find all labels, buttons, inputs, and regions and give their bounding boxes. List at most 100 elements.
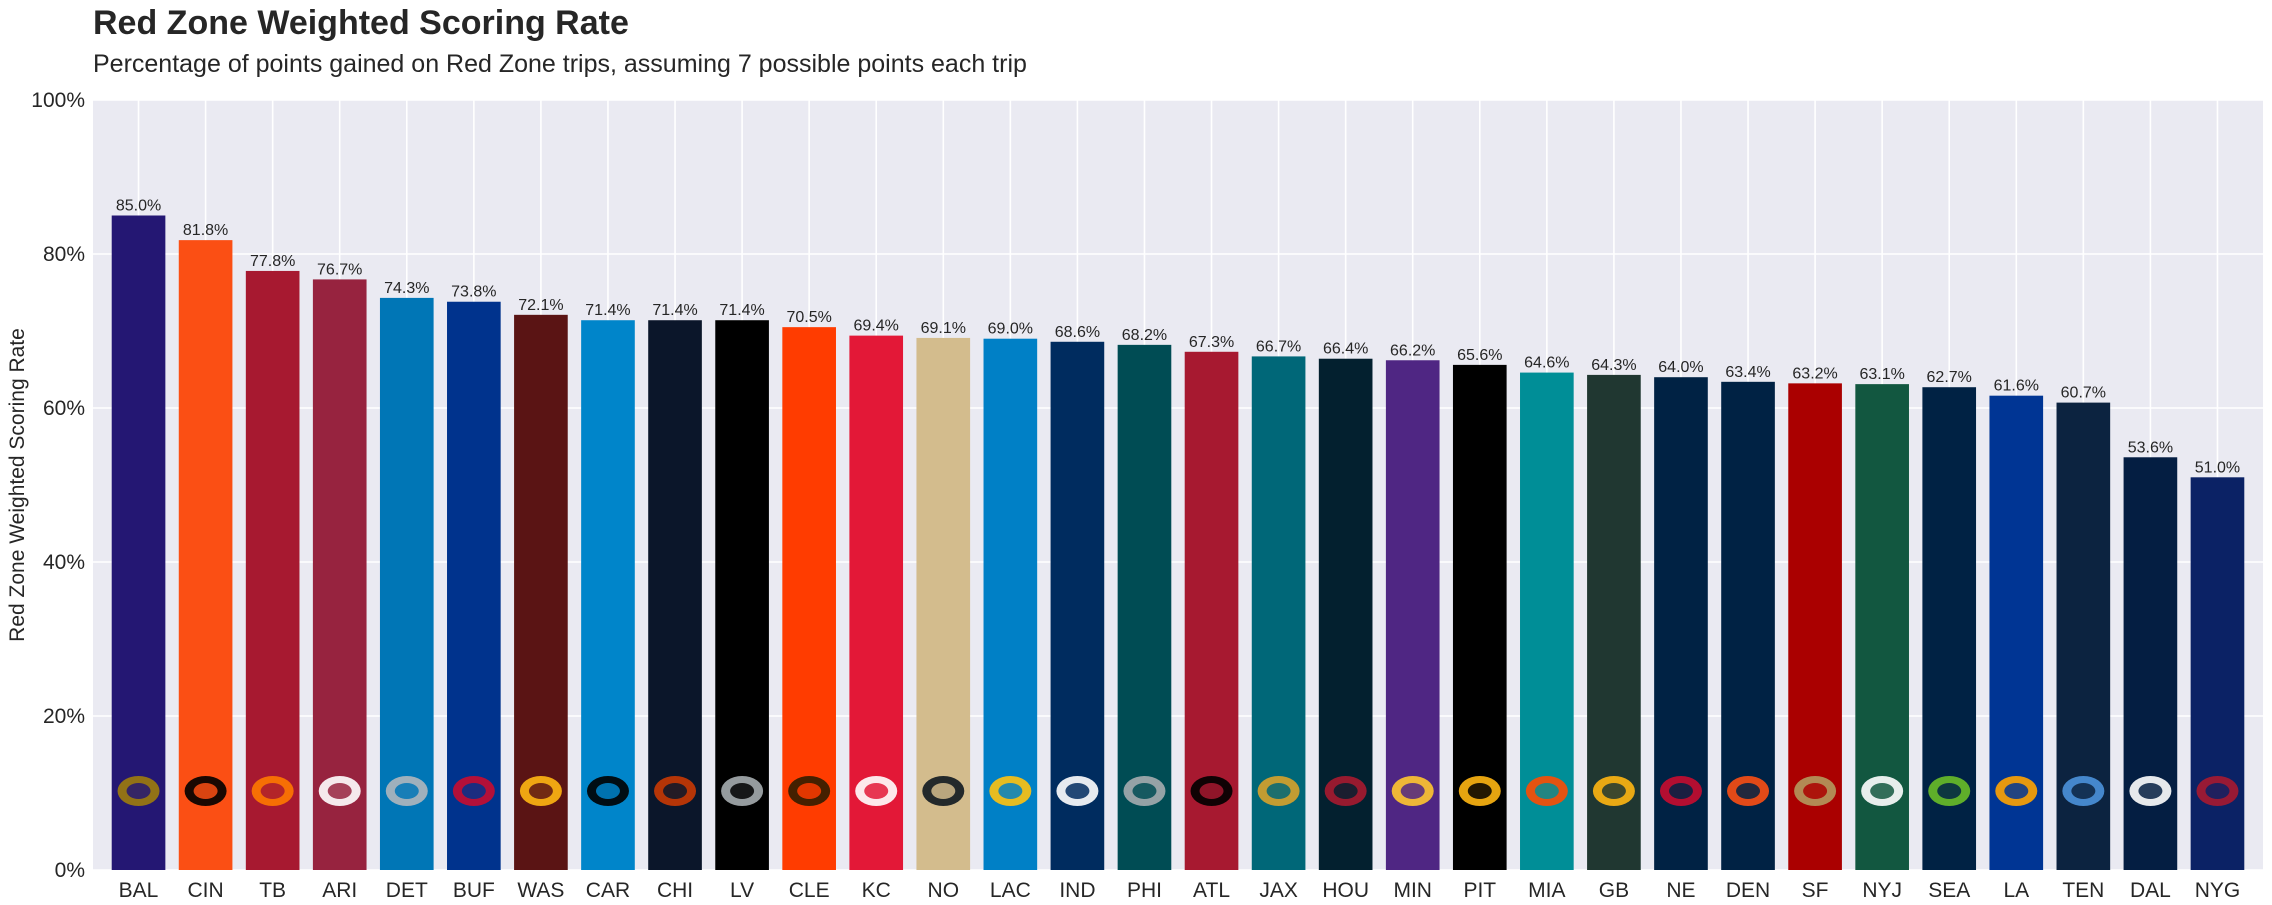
titans-logo-icon — [2062, 776, 2105, 806]
x-tick-label: ARI — [322, 879, 357, 902]
bar-value-label: 69.0% — [988, 321, 1033, 338]
y-tick-labels: 0% 20% 40% 60% 80% 100% — [31, 89, 85, 882]
bar-value-label: 74.3% — [384, 280, 429, 297]
y-axis-label: Red Zone Weighted Scoring Rate — [6, 328, 29, 642]
x-tick-label: LA — [2003, 879, 2029, 902]
lions-logo-icon — [385, 776, 428, 806]
giants-logo-icon — [2196, 776, 2239, 806]
jets-logo-icon — [1861, 776, 1904, 806]
jaguars-logo-icon — [1257, 776, 1300, 806]
x-tick-label: JAX — [1259, 879, 1298, 902]
bar-value-label: 66.4% — [1323, 341, 1368, 358]
bar-value-labels: 85.0% 81.8% 77.8% 76.7% 74.3% 73.8% 72.1% 71.4%… — [116, 198, 2240, 477]
falcons-logo-icon — [1190, 776, 1233, 806]
bar-value-label: 70.5% — [786, 309, 831, 326]
x-tick-label: KC — [862, 879, 891, 902]
chart-title: Red Zone Weighted Scoring Rate — [93, 4, 629, 42]
bar-tb — [245, 270, 300, 870]
chart-subtitle: Percentage of points gained on Red Zone … — [93, 50, 1027, 78]
bengals-logo-icon — [184, 776, 227, 806]
y-tick-label: 100% — [31, 89, 85, 112]
bar-det — [379, 297, 434, 870]
x-tick-label: LAC — [990, 879, 1031, 902]
bar-value-label: 53.6% — [2128, 439, 2173, 456]
vikings-logo-icon — [1391, 776, 1434, 806]
chiefs-logo-icon — [855, 776, 898, 806]
x-tick-label: BAL — [119, 879, 159, 902]
49ers-logo-icon — [1794, 776, 1837, 806]
x-tick-label: NYJ — [1862, 879, 1902, 902]
x-tick-label: IND — [1059, 879, 1095, 902]
y-tick-label: 40% — [43, 551, 85, 574]
bar-value-label: 66.7% — [1256, 338, 1301, 355]
bar-value-label: 64.0% — [1658, 359, 1703, 376]
y-tick-label: 20% — [43, 705, 85, 728]
broncos-logo-icon — [1727, 776, 1770, 806]
bar-value-label: 85.0% — [116, 198, 161, 215]
bar-value-label: 67.3% — [1189, 334, 1234, 351]
seahawks-logo-icon — [1928, 776, 1971, 806]
x-tick-label: ATL — [1193, 879, 1230, 902]
x-tick-label: TB — [259, 879, 286, 902]
steelers-logo-icon — [1458, 776, 1501, 806]
x-tick-label: PHI — [1127, 879, 1162, 902]
cardinals-logo-icon — [318, 776, 361, 806]
dolphins-logo-icon — [1525, 776, 1568, 806]
bar-value-label: 61.6% — [1994, 378, 2039, 395]
x-tick-label: HOU — [1322, 879, 1369, 902]
y-tick-label: 0% — [55, 859, 85, 882]
x-tick-label: MIN — [1393, 879, 1432, 902]
bar-value-label: 69.4% — [854, 318, 899, 335]
x-tick-label: NO — [928, 879, 960, 902]
bar-value-label: 63.4% — [1725, 364, 1770, 381]
bar-value-label: 69.1% — [921, 320, 966, 337]
bar-value-label: 77.8% — [250, 253, 295, 270]
bar-bal — [111, 215, 166, 870]
x-tick-label: CIN — [188, 879, 224, 902]
bars — [111, 215, 2245, 871]
bar-value-label: 71.4% — [585, 302, 630, 319]
bar-value-label: 62.7% — [1927, 369, 1972, 386]
packers-logo-icon — [1592, 776, 1635, 806]
commanders-logo-icon — [519, 776, 562, 806]
x-tick-label: DEN — [1726, 879, 1770, 902]
y-tick-label: 60% — [43, 397, 85, 420]
texans-logo-icon — [1324, 776, 1367, 806]
bar-value-label: 76.7% — [317, 261, 362, 278]
bar-dal — [2123, 457, 2178, 870]
team-logos — [117, 776, 2239, 806]
y-tick-label: 80% — [43, 243, 85, 266]
x-tick-label: DAL — [2130, 879, 2171, 902]
buccaneers-logo-icon — [251, 776, 294, 806]
x-tick-label: GB — [1599, 879, 1629, 902]
x-tick-label: MIA — [1528, 879, 1565, 902]
colts-logo-icon — [1056, 776, 1099, 806]
x-tick-label: CAR — [586, 879, 630, 902]
x-tick-label: NYG — [2195, 879, 2241, 902]
x-tick-label: CLE — [789, 879, 830, 902]
bar-ari — [312, 279, 367, 870]
ravens-logo-icon — [117, 776, 160, 806]
bar-value-label: 81.8% — [183, 222, 228, 239]
bar-value-label: 71.4% — [652, 302, 697, 319]
cowboys-logo-icon — [2129, 776, 2172, 806]
bar-value-label: 65.6% — [1457, 347, 1502, 364]
x-tick-label: LV — [730, 879, 754, 902]
bar-value-label: 64.3% — [1591, 357, 1636, 374]
raiders-logo-icon — [721, 776, 764, 806]
patriots-logo-icon — [1659, 776, 1702, 806]
bar-buf — [447, 301, 501, 870]
x-tick-label: SF — [1802, 879, 1829, 902]
chargers-logo-icon — [989, 776, 1032, 806]
bears-logo-icon — [654, 776, 697, 806]
bar-value-label: 60.7% — [2061, 385, 2106, 402]
bar-value-label: 63.2% — [1792, 365, 1837, 382]
rams-logo-icon — [1995, 776, 2038, 806]
bills-logo-icon — [452, 776, 495, 806]
bar-value-label: 64.6% — [1524, 355, 1569, 372]
bar-value-label: 68.6% — [1055, 324, 1100, 341]
x-tick-label: PIT — [1463, 879, 1496, 902]
x-tick-labels: BAL CIN TB ARI DET BUF WAS CAR CHI LV CLE KC NO LAC IN… — [119, 879, 2241, 902]
bar-value-label: 63.1% — [1859, 366, 1904, 383]
